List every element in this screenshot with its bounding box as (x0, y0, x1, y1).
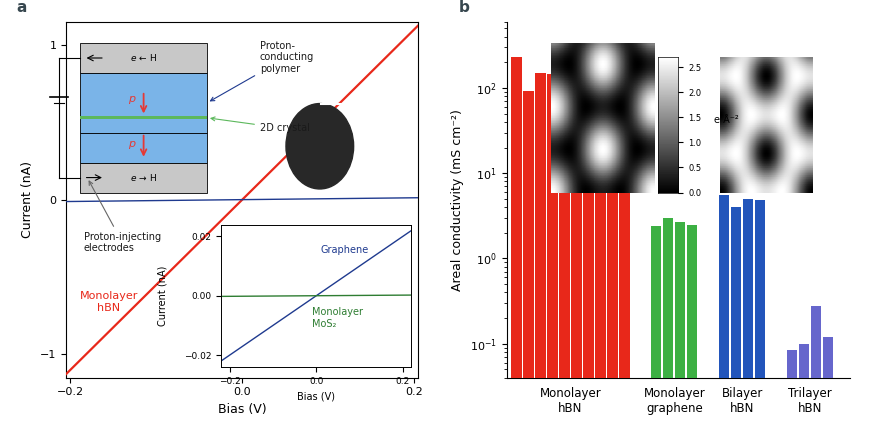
Text: Proton-injecting
electrodes: Proton-injecting electrodes (84, 181, 161, 253)
Text: 2D crystal: 2D crystal (211, 117, 310, 134)
Bar (744, 199, 753, 434)
Text: Monolayer
hBN: Monolayer hBN (80, 292, 138, 313)
FancyBboxPatch shape (80, 116, 207, 119)
Y-axis label: Areal conductivity (mS cm⁻²): Areal conductivity (mS cm⁻²) (451, 108, 464, 291)
Bar (619, 76, 630, 434)
Bar (523, 91, 534, 434)
Bar (559, 70, 570, 434)
Text: a: a (17, 0, 27, 15)
Bar (536, 73, 545, 434)
FancyBboxPatch shape (80, 43, 207, 73)
X-axis label: Bias (V): Bias (V) (218, 403, 267, 416)
Bar (596, 76, 605, 434)
Bar (675, 222, 685, 434)
Bar (572, 69, 581, 434)
Bar (687, 224, 698, 434)
Text: Proton-
conducting
polymer: Proton- conducting polymer (211, 41, 315, 101)
Bar (811, 306, 821, 434)
Text: b: b (458, 0, 470, 15)
Text: $p$: $p$ (128, 94, 137, 106)
Bar (755, 201, 766, 434)
Bar (823, 337, 833, 434)
Y-axis label: Current (nA): Current (nA) (21, 161, 34, 238)
Text: $p$: $p$ (128, 139, 137, 151)
Bar (719, 195, 729, 434)
Text: $e\,\rightarrow\,\mathrm{H}$: $e\,\rightarrow\,\mathrm{H}$ (130, 172, 158, 183)
Text: $e\,\leftarrow\,\mathrm{H}$: $e\,\leftarrow\,\mathrm{H}$ (130, 53, 158, 63)
Bar (583, 73, 594, 434)
Bar (799, 344, 810, 434)
FancyBboxPatch shape (80, 163, 207, 193)
Bar (512, 57, 522, 434)
FancyBboxPatch shape (80, 73, 207, 133)
Bar (607, 74, 618, 434)
Text: Graphene: Graphene (79, 179, 134, 189)
Bar (651, 226, 662, 434)
Bar (547, 73, 558, 434)
Bar (663, 218, 673, 434)
FancyBboxPatch shape (80, 133, 207, 163)
Bar (787, 350, 797, 434)
Bar (731, 207, 742, 434)
